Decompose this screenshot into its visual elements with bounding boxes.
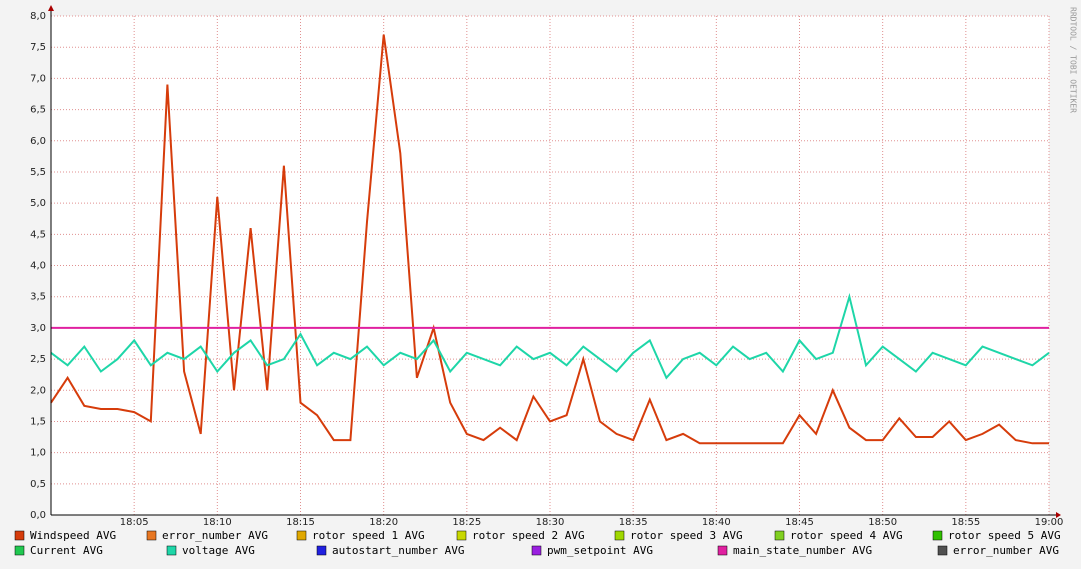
legend-label: rotor speed 5 AVG [948,529,1061,542]
y-tick-label: 3,5 [30,292,46,303]
y-tick-label: 7,5 [30,42,46,53]
x-tick-label: 18:10 [203,517,232,528]
legend-label: Current AVG [30,544,103,557]
y-tick-label: 5,5 [30,167,46,178]
legend-swatch [14,545,25,556]
legend-swatch [717,545,728,556]
legend-label: error_number AVG [162,529,268,542]
y-tick-label: 1,5 [30,416,46,427]
x-tick-label: 18:35 [619,517,648,528]
y-tick-label: 4,0 [30,261,46,272]
x-tick-label: 18:20 [369,517,398,528]
y-tick-label: 7,0 [30,73,46,84]
y-tick-label: 3,0 [30,323,46,334]
legend-label: autostart_number AVG [332,544,464,557]
y-tick-label: 6,0 [30,136,46,147]
x-arrow [1056,512,1061,518]
y-arrow [48,5,54,11]
legend-label: rotor speed 1 AVG [312,529,425,542]
y-tick-label: 1,0 [30,448,46,459]
series-line [50,292,1050,380]
legend-label: rotor speed 3 AVG [630,529,743,542]
x-tick-label: 18:15 [286,517,315,528]
legend-swatch [14,530,25,541]
x-tick-label: 19:00 [1035,517,1064,528]
x-tick-label: 18:50 [868,517,897,528]
legend-label: main_state_number AVG [733,544,872,557]
legend-swatch [774,530,785,541]
series-line [50,34,1049,445]
y-tick-label: 0,5 [30,479,46,490]
y-tick-label: 2,0 [30,385,46,396]
y-tick-label: 6,5 [30,105,46,116]
x-tick-label: 18:40 [702,517,731,528]
legend-swatch [932,530,943,541]
x-tick-label: 18:25 [452,517,481,528]
x-tick-label: 18:05 [120,517,149,528]
legend-swatch [531,545,542,556]
x-tick-label: 18:55 [951,517,980,528]
y-tick-label: 8,0 [30,11,46,22]
legend-label: rotor speed 4 AVG [790,529,903,542]
legend-swatch [166,545,177,556]
legend-label: Windspeed AVG [30,529,116,542]
legend-swatch [614,530,625,541]
legend-label: voltage AVG [182,544,255,557]
legend-swatch [146,530,157,541]
x-tick-label: 18:30 [536,517,565,528]
legend-label: rotor speed 2 AVG [472,529,585,542]
legend-swatch [296,530,307,541]
legend-label: pwm_setpoint AVG [547,544,653,557]
y-tick-label: 2,5 [30,354,46,365]
y-tick-label: 5,0 [30,198,46,209]
legend-swatch [316,545,327,556]
legend-swatch [937,545,948,556]
legend-swatch [456,530,467,541]
y-tick-label: 0,0 [30,510,46,521]
y-tick-label: 4,5 [30,229,46,240]
legend-label: error_number AVG [953,544,1059,557]
x-tick-label: 18:45 [785,517,814,528]
watermark: RRDTOOL / TOBI OETIKER [1069,7,1078,113]
